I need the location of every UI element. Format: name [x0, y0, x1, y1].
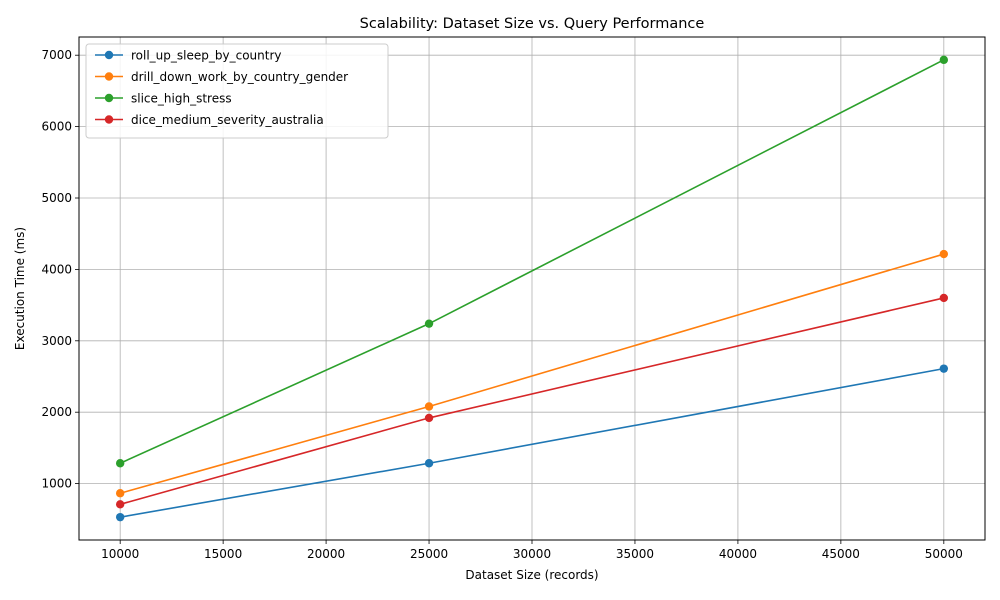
data-point: [424, 413, 434, 423]
legend-marker: [104, 115, 114, 124]
legend-item: roll_up_sleep_by_country: [95, 49, 281, 63]
series-roll_up_sleep_by_country: [115, 364, 949, 522]
legend-label: drill_down_work_by_country_gender: [131, 70, 348, 84]
legend-marker: [104, 72, 114, 81]
y-tick-label: 2000: [41, 405, 72, 419]
data-point: [115, 500, 125, 509]
legend-label: slice_high_stress: [131, 92, 232, 106]
x-tick-label: 35000: [616, 547, 654, 561]
y-axis-label: Execution Time (ms): [13, 227, 27, 350]
y-tick-label: 4000: [41, 262, 72, 276]
data-point: [424, 459, 434, 468]
legend-marker: [104, 93, 114, 103]
series-slice_high_stress: [115, 55, 949, 468]
legend-label: dice_medium_severity_australia: [131, 113, 324, 127]
legend: roll_up_sleep_by_country drill_down_work_…: [85, 43, 389, 139]
x-tick-label: 45000: [822, 547, 860, 561]
data-point: [115, 512, 125, 522]
x-axis-ticks: 10000 15000 20000 25000 30000 35000 40000 45000…: [101, 540, 963, 561]
legend-marker: [104, 50, 114, 60]
data-point: [115, 459, 125, 468]
x-tick-label: 25000: [410, 547, 448, 561]
data-point: [939, 55, 949, 65]
data-point: [939, 293, 949, 303]
legend-box: [85, 43, 389, 139]
data-point: [939, 364, 949, 373]
legend-item: drill_down_work_by_country_gender: [95, 70, 348, 84]
x-tick-label: 10000: [101, 547, 139, 561]
x-tick-label: 20000: [307, 547, 345, 561]
y-tick-label: 1000: [41, 477, 72, 491]
grid: [79, 37, 985, 540]
x-tick-label: 50000: [925, 547, 963, 561]
y-tick-label: 3000: [41, 334, 72, 348]
y-tick-label: 7000: [41, 48, 72, 62]
data-point: [424, 319, 434, 328]
data-point: [115, 489, 125, 498]
x-axis-label: Dataset Size (records): [465, 568, 598, 582]
y-tick-label: 5000: [41, 191, 72, 205]
legend-item: slice_high_stress: [95, 92, 232, 106]
y-axis-ticks: 1000 2000 3000 4000 5000 6000 7000: [41, 48, 79, 491]
x-tick-label: 40000: [719, 547, 757, 561]
data-point: [424, 402, 434, 411]
series-dice_medium_severity_australia: [115, 293, 949, 509]
chart-title: Scalability: Dataset Size vs. Query Perf…: [360, 16, 705, 32]
legend-item: dice_medium_severity_australia: [95, 113, 324, 127]
x-tick-label: 30000: [513, 547, 551, 561]
series-drill_down_work_by_country_gender: [115, 249, 949, 498]
series-layer: [115, 55, 949, 522]
y-tick-label: 6000: [41, 120, 72, 134]
legend-label: roll_up_sleep_by_country: [131, 49, 281, 63]
x-tick-label: 15000: [204, 547, 242, 561]
data-point: [939, 249, 949, 259]
